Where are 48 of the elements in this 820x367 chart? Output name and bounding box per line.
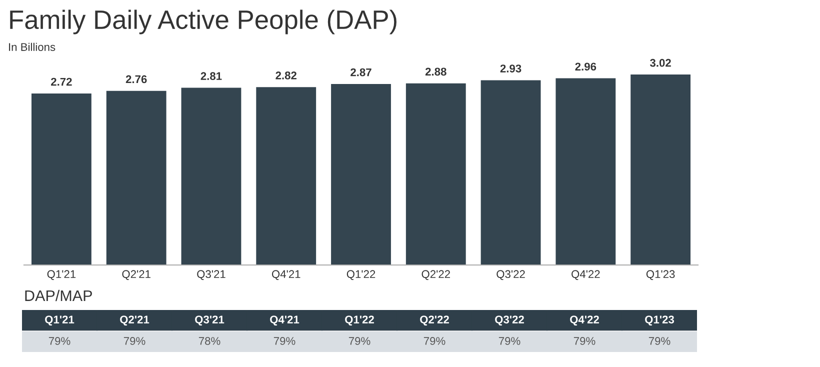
data-label: 2.72 [51,78,72,86]
data-label: 2.96 [575,62,596,71]
x-tick-label: Q1'23 [646,270,675,280]
data-label: 78% [198,337,220,345]
bar [406,83,466,265]
data-label: 79% [274,337,296,345]
bar [331,84,391,265]
text: DAP/MAP [25,290,92,302]
data-label: 2.93 [500,64,522,72]
data-label: 79% [124,337,146,345]
bar [256,87,316,265]
data-label: 79% [648,337,670,345]
x-tick-label: Q4'21 [272,270,300,280]
data-label: 3.02 [650,58,671,67]
category-label: Q1'22 [345,316,374,326]
data-label: 79% [348,337,370,345]
category-label: Q4'21 [270,316,300,326]
data-label: 2.87 [350,68,372,76]
category-label: Q2'22 [420,316,449,326]
data-label: 79% [424,337,446,345]
x-tick-label: Q2'22 [422,270,450,280]
category-label: Q1'23 [645,316,674,326]
bar [106,90,166,265]
x-tick-label: Q3'21 [197,270,226,280]
bar [480,80,541,265]
data-label: 2.81 [200,72,222,80]
data-label: 2.88 [425,68,446,76]
data-label: 2.82 [276,72,296,80]
x-tick-label: Q1'22 [346,270,376,280]
category-label: Q3'22 [495,316,524,326]
bar [556,78,616,265]
category-label: Q3'21 [195,316,224,326]
chart-subtitle: In Billions [9,42,56,51]
x-tick-label: Q1'21 [47,270,76,280]
bar [181,88,242,265]
x-tick-label: Q3'22 [496,270,525,280]
x-tick-label: Q2'21 [122,270,150,280]
category-label: Q4'22 [570,316,599,326]
bar [31,93,92,265]
data-label: 79% [48,337,70,345]
bar [630,74,691,265]
chart-title: Family Daily Active People (DAP) [10,10,396,34]
x-tick-label: Q4'22 [572,270,600,280]
category-label: Q1'21 [45,316,74,326]
data-label: 79% [574,337,596,345]
data-label: 79% [498,337,520,345]
category-label: Q2'21 [120,316,150,326]
data-label: 2.76 [126,75,147,84]
